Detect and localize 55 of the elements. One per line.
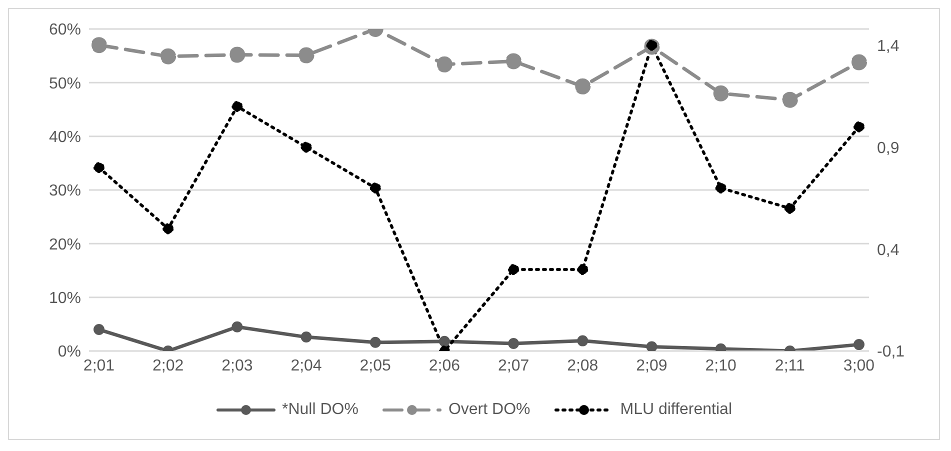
legend-label: MLU differential (619, 401, 732, 419)
point (851, 54, 867, 70)
x-tick-label: 2;06 (428, 357, 460, 374)
point (300, 142, 312, 153)
x-tick-label: 3;00 (843, 357, 875, 374)
point (229, 46, 246, 63)
point (715, 182, 726, 194)
y-tick-label: 0% (58, 344, 81, 361)
point (232, 321, 243, 332)
point (160, 48, 176, 64)
y-tick-label: 50% (48, 75, 81, 92)
x-tick-label: 2;05 (360, 357, 392, 374)
y2-tick-label: 0,4 (877, 242, 900, 259)
point (94, 162, 104, 174)
x-tick-label: 2;11 (774, 357, 805, 374)
y-tick-label: 30% (48, 182, 81, 200)
point (162, 223, 174, 234)
point (577, 335, 588, 346)
x-tick-label: 2;01 (83, 357, 115, 374)
x-tick-label: 2;09 (636, 357, 668, 374)
point (94, 324, 104, 336)
point (574, 78, 591, 94)
point (508, 264, 520, 275)
point (782, 92, 798, 108)
point (298, 47, 314, 64)
x-tick-label: 2;02 (152, 357, 184, 374)
y2-tick-label: 0,9 (877, 140, 900, 157)
x-tick-label: 2;03 (222, 357, 253, 374)
point (854, 339, 864, 350)
point (508, 338, 520, 349)
x-tick-label: 2;04 (290, 357, 322, 374)
point (854, 121, 864, 132)
x-tick-label: 2;08 (567, 357, 598, 374)
y2-tick-label: 1,4 (877, 38, 900, 55)
point (784, 202, 796, 214)
point (436, 56, 452, 72)
legend-label: *Null DO% (280, 401, 358, 419)
y-tick-label: 20% (48, 236, 81, 254)
point (232, 100, 243, 112)
x-tick-label: 2;07 (498, 357, 530, 374)
point (506, 53, 522, 70)
y-tick-label: 60% (48, 22, 81, 39)
legend-label: Overt DO% (447, 401, 530, 419)
x-tick-label: 2;10 (705, 357, 736, 374)
point (300, 332, 312, 343)
point (438, 336, 450, 347)
point (91, 37, 107, 54)
y-tick-label: 40% (48, 129, 81, 146)
point (646, 341, 658, 351)
y-tick-label: 10% (48, 290, 81, 308)
point (370, 182, 381, 194)
y2-tick-label: -0,1 (877, 344, 905, 361)
point (577, 264, 588, 275)
point (712, 85, 729, 102)
point (370, 336, 381, 348)
